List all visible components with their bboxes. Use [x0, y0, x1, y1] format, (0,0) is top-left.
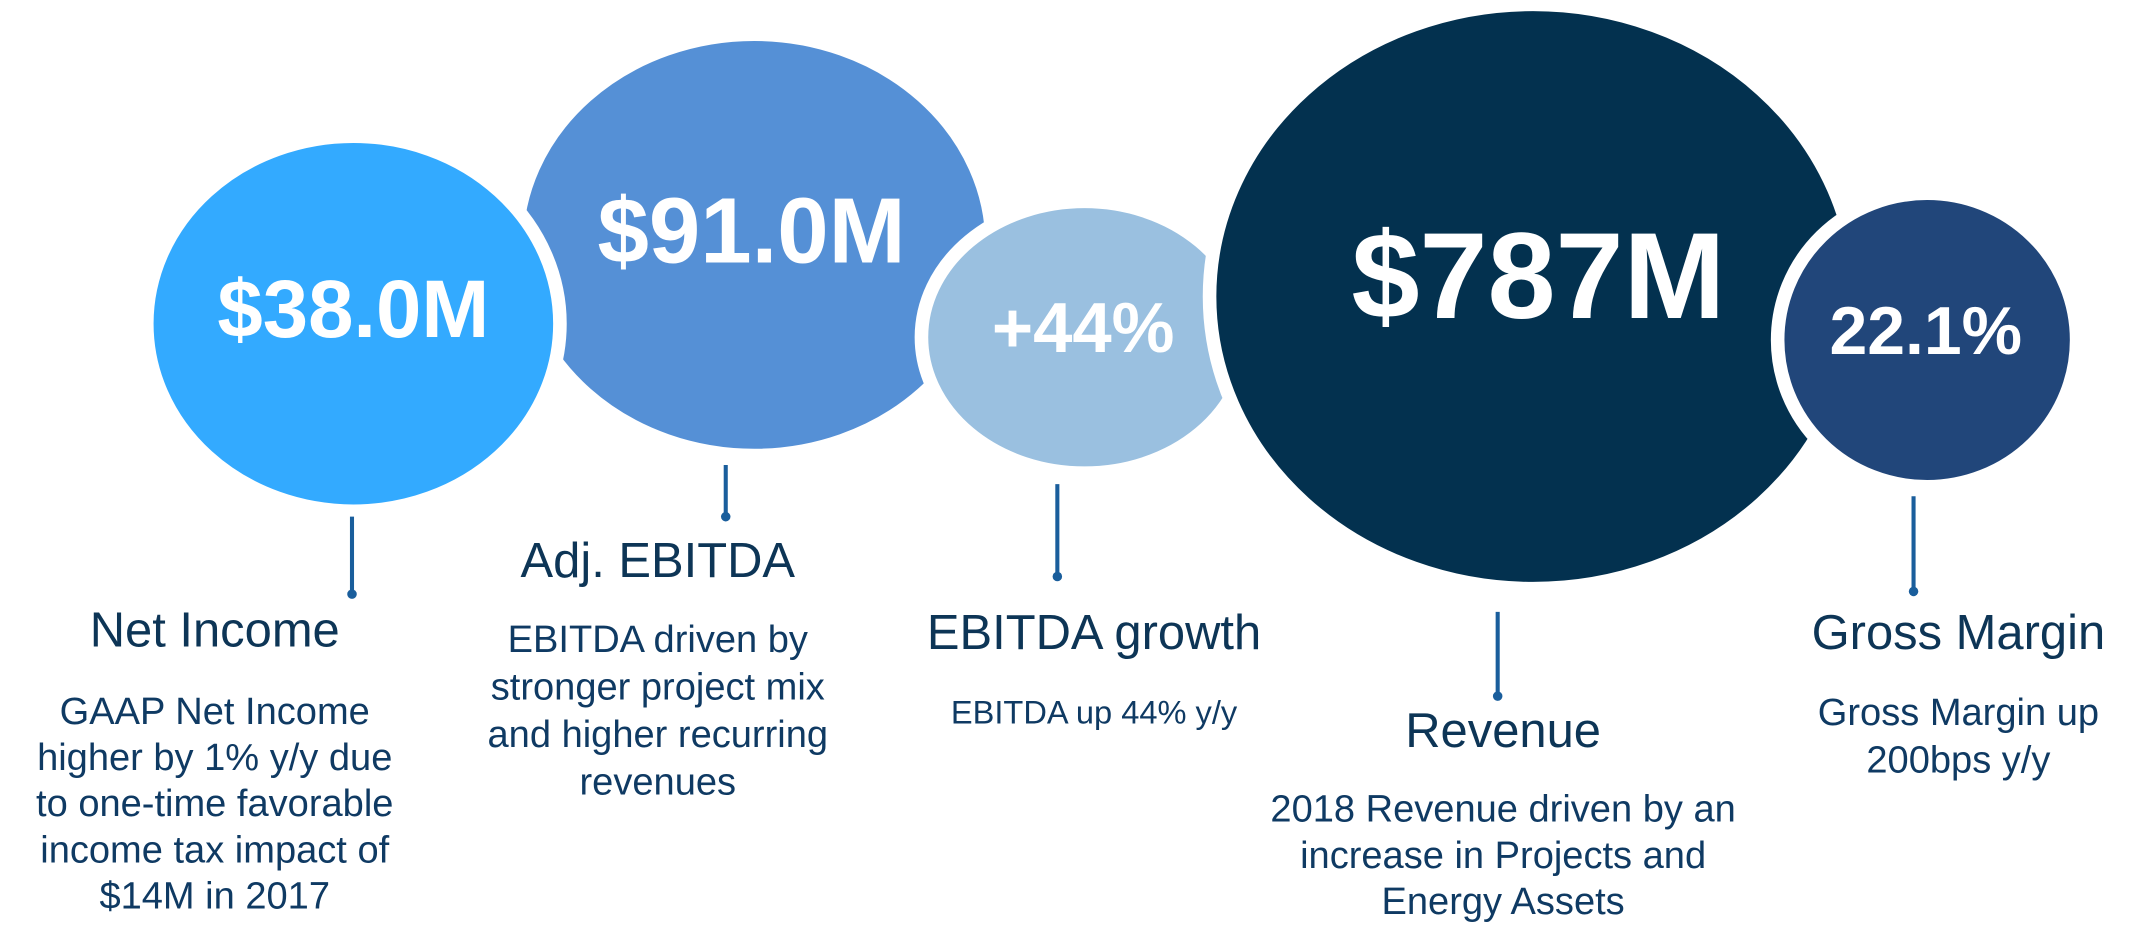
metric-label: Net Income: [90, 603, 340, 657]
metric-description: and higher recurring: [488, 714, 829, 756]
metric-description: GAAP Net Income: [60, 691, 370, 733]
metric-label: Gross Margin: [1812, 606, 2106, 660]
metric-description: increase in Projects and: [1300, 835, 1706, 877]
connector-dot: [1908, 586, 1919, 597]
connector-dot: [1492, 691, 1503, 701]
bubble-value: +44%: [992, 288, 1175, 367]
metric-description: stronger project mix: [491, 666, 825, 708]
metric-description: revenues: [580, 761, 737, 803]
bubble-value: $38.0M: [217, 264, 489, 355]
bubble-value: 22.1%: [1829, 293, 2022, 369]
metric-description: income tax impact of: [40, 829, 389, 871]
bubble-value: $91.0M: [597, 178, 905, 282]
metric-description: EBITDA up 44% y/y: [951, 694, 1238, 731]
metric-description: 200bps y/y: [1866, 740, 2050, 782]
metric-label: EBITDA growth: [927, 606, 1261, 660]
metric-description: to one-time favorable: [36, 783, 393, 825]
connector-dot: [347, 589, 357, 599]
metric-label: Revenue: [1405, 704, 1601, 758]
bubble: [1770, 186, 2084, 494]
metric-description: EBITDA driven by: [508, 619, 808, 661]
metric-description: higher by 1% y/y due: [37, 737, 392, 779]
connector-dot: [1052, 571, 1063, 582]
bubble: [139, 129, 567, 519]
metric-description: $14M in 2017: [99, 876, 330, 918]
metric-description: 2018 Revenue driven by an: [1270, 789, 1735, 831]
metric-description: Energy Assets: [1382, 881, 1625, 923]
metric-label: Adj. EBITDA: [521, 534, 796, 588]
bubble-value: $787M: [1351, 207, 1725, 344]
connector-dot: [720, 511, 731, 522]
metric-description: Gross Margin up: [1818, 692, 2099, 734]
